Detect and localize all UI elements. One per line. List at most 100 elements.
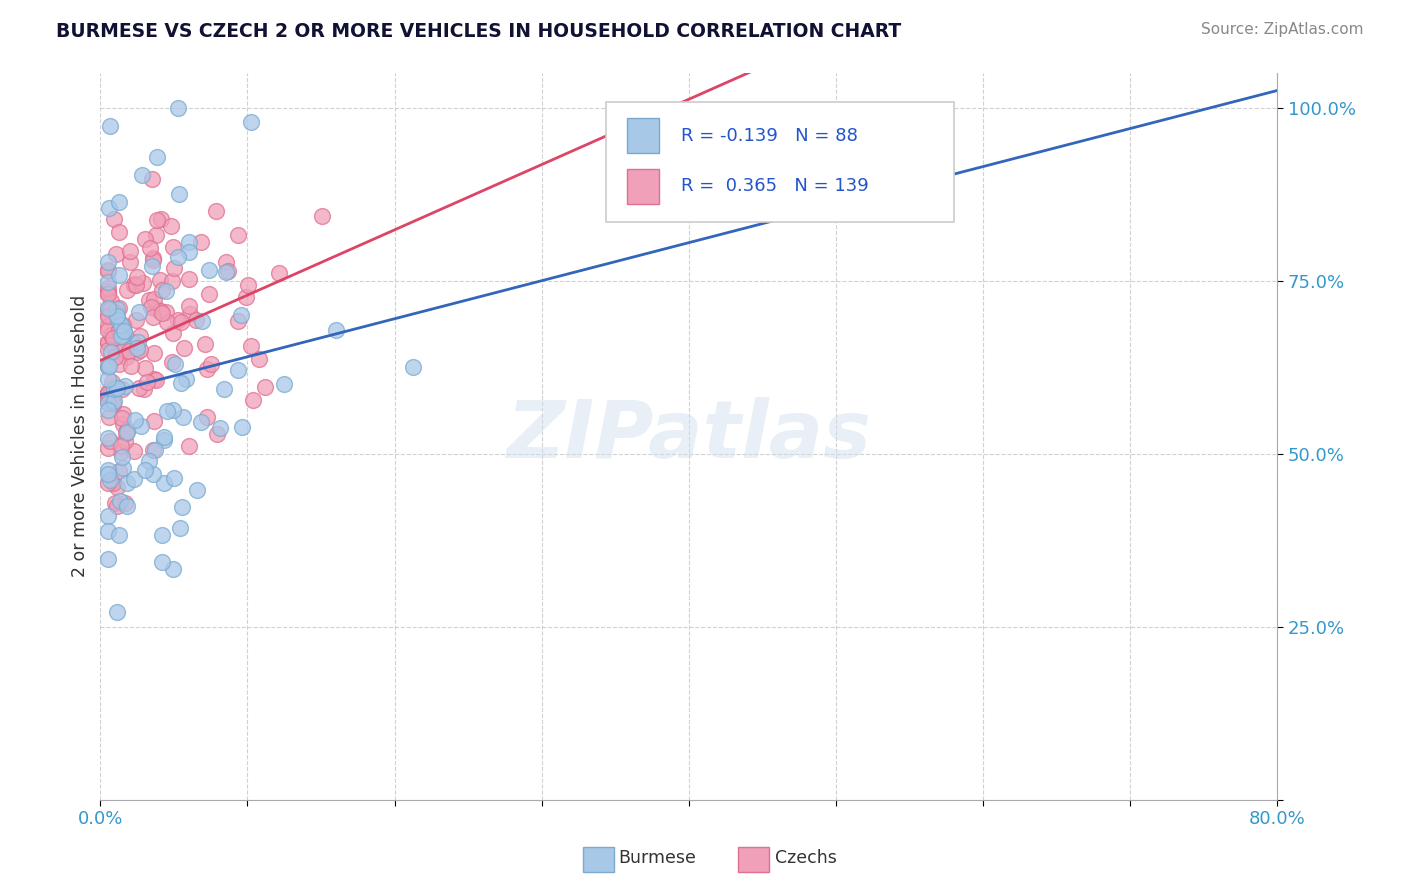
- Point: [108, 494, 131, 508]
- Point: [97, 359, 120, 373]
- Point: [167, 187, 190, 202]
- Point: [169, 521, 191, 535]
- Point: [145, 373, 167, 387]
- Point: [114, 379, 136, 393]
- Point: [103, 383, 125, 397]
- Point: [143, 372, 166, 386]
- Point: [162, 326, 184, 340]
- Point: [166, 101, 188, 115]
- Point: [124, 413, 146, 427]
- Point: [132, 276, 155, 290]
- Point: [111, 382, 134, 396]
- Point: [114, 496, 136, 510]
- Point: [104, 496, 127, 510]
- Point: [311, 209, 333, 223]
- Point: [107, 312, 129, 326]
- Point: [142, 467, 165, 482]
- Point: [97, 286, 120, 301]
- Text: Czechs: Czechs: [775, 849, 837, 867]
- Point: [191, 314, 214, 328]
- Y-axis label: 2 or more Vehicles in Household: 2 or more Vehicles in Household: [72, 295, 89, 577]
- Point: [97, 322, 120, 336]
- Point: [98, 474, 121, 488]
- Point: [97, 390, 120, 404]
- Point: [125, 341, 148, 355]
- Point: [105, 310, 128, 325]
- Point: [98, 119, 121, 133]
- Point: [128, 305, 150, 319]
- Point: [142, 251, 165, 265]
- Point: [98, 301, 121, 316]
- Point: [215, 264, 238, 278]
- Point: [112, 327, 135, 342]
- Point: [103, 378, 125, 392]
- Point: [134, 463, 156, 477]
- Point: [197, 263, 219, 277]
- Point: [97, 552, 120, 566]
- Point: [111, 407, 134, 421]
- Point: [145, 227, 167, 242]
- Point: [253, 380, 276, 394]
- Point: [114, 327, 136, 342]
- Point: [226, 362, 249, 376]
- Point: [111, 410, 134, 425]
- Point: [156, 315, 179, 329]
- Point: [128, 381, 150, 395]
- Point: [124, 313, 146, 327]
- Point: [100, 328, 122, 343]
- Point: [97, 467, 120, 482]
- Point: [105, 499, 128, 513]
- Point: [100, 293, 122, 308]
- Point: [229, 308, 252, 322]
- Point: [231, 419, 253, 434]
- Point: [97, 276, 120, 290]
- Point: [190, 235, 212, 249]
- Point: [112, 324, 135, 338]
- Point: [163, 260, 186, 275]
- Point: [97, 286, 120, 301]
- Point: [138, 453, 160, 467]
- Point: [217, 264, 239, 278]
- Point: [163, 471, 186, 485]
- Text: Source: ZipAtlas.com: Source: ZipAtlas.com: [1201, 22, 1364, 37]
- Point: [97, 343, 120, 358]
- Point: [132, 382, 155, 396]
- Point: [112, 461, 135, 475]
- Point: [105, 301, 128, 316]
- Point: [179, 272, 201, 286]
- Point: [242, 393, 264, 408]
- Point: [97, 359, 120, 374]
- Point: [162, 562, 184, 576]
- Point: [239, 115, 262, 129]
- Point: [155, 284, 177, 298]
- Point: [200, 357, 222, 371]
- Point: [107, 464, 129, 478]
- Point: [115, 500, 138, 514]
- Point: [177, 244, 200, 259]
- Point: [195, 361, 218, 376]
- Point: [97, 509, 120, 524]
- Point: [141, 300, 163, 314]
- Bar: [627, 118, 659, 153]
- Text: ZIPatlas: ZIPatlas: [506, 397, 872, 475]
- Point: [100, 345, 122, 359]
- Point: [170, 376, 193, 391]
- Point: [97, 255, 120, 269]
- Point: [98, 434, 121, 448]
- Text: R =  0.365   N = 139: R = 0.365 N = 139: [681, 178, 869, 195]
- Point: [145, 150, 167, 164]
- Point: [179, 299, 201, 313]
- Point: [110, 439, 132, 453]
- Point: [101, 476, 124, 491]
- Point: [194, 336, 217, 351]
- Point: [115, 425, 138, 440]
- Point: [97, 431, 120, 445]
- Point: [172, 409, 194, 424]
- Point: [195, 409, 218, 424]
- Point: [134, 231, 156, 245]
- Point: [166, 250, 188, 264]
- Point: [177, 235, 200, 249]
- Point: [150, 283, 173, 297]
- Point: [110, 450, 132, 465]
- Point: [208, 421, 231, 435]
